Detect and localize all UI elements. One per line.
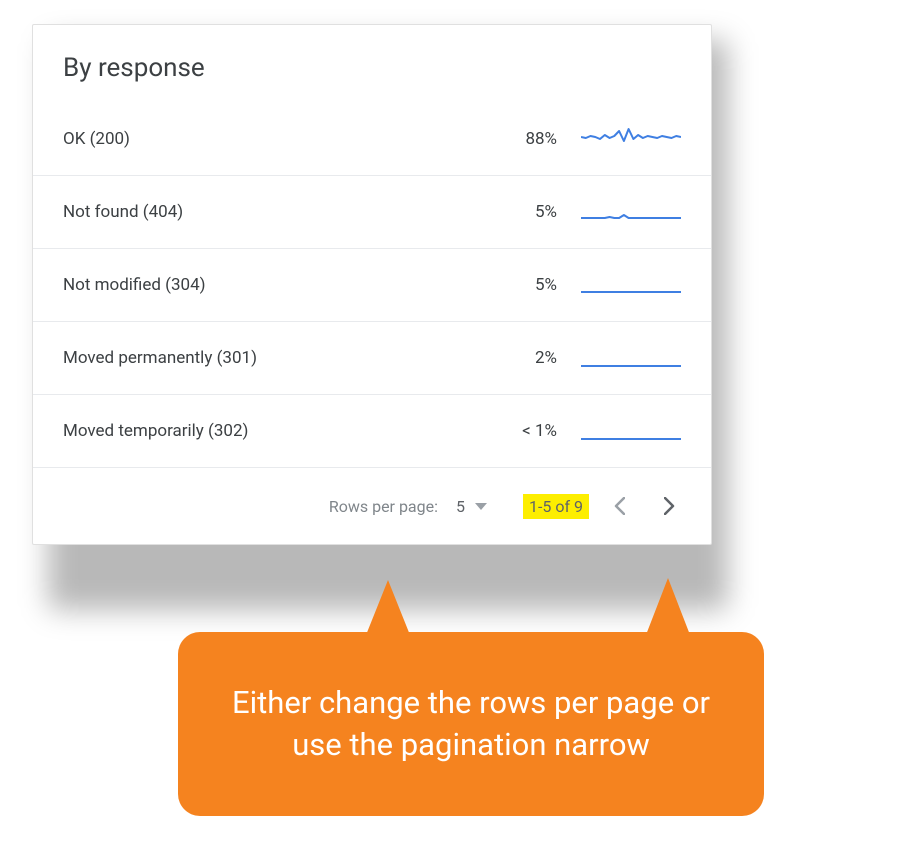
response-label: Moved temporarily (302) xyxy=(63,421,511,441)
response-percent: 5% xyxy=(511,275,581,295)
sparkline xyxy=(581,125,681,153)
sparkline xyxy=(581,198,681,226)
rows-per-page-label: Rows per page: xyxy=(329,497,438,516)
response-label: Not modified (304) xyxy=(63,275,511,295)
pager-bar: Rows per page: 5 1-5 of 9 xyxy=(33,467,711,544)
response-label: Moved permanently (301) xyxy=(63,348,511,368)
table-row[interactable]: Not found (404)5% xyxy=(33,175,711,248)
dropdown-icon xyxy=(475,503,487,510)
sparkline xyxy=(581,417,681,445)
card-title: By response xyxy=(33,25,711,103)
response-percent: < 1% xyxy=(511,421,581,441)
next-page-button[interactable] xyxy=(649,486,689,526)
callout-bubble: Either change the rows per page or use t… xyxy=(178,632,764,816)
chevron-right-icon xyxy=(664,497,675,515)
rows-per-page-value: 5 xyxy=(456,497,465,516)
response-card: By response OK (200)88%Not found (404)5%… xyxy=(32,24,712,545)
response-label: Not found (404) xyxy=(63,202,511,222)
sparkline xyxy=(581,271,681,299)
sparkline xyxy=(581,344,681,372)
table-row[interactable]: OK (200)88% xyxy=(33,103,711,175)
page-range: 1-5 of 9 xyxy=(523,494,589,519)
table-row[interactable]: Moved temporarily (302)< 1% xyxy=(33,394,711,467)
response-percent: 5% xyxy=(511,202,581,222)
table-row[interactable]: Not modified (304)5% xyxy=(33,248,711,321)
prev-page-button[interactable] xyxy=(599,486,639,526)
response-percent: 88% xyxy=(511,129,581,149)
callout-text: Either change the rows per page or use t… xyxy=(212,682,730,766)
response-label: OK (200) xyxy=(63,129,511,149)
chevron-left-icon xyxy=(614,497,625,515)
response-percent: 2% xyxy=(511,348,581,368)
rows-per-page-select[interactable]: 5 xyxy=(448,497,495,516)
table-row[interactable]: Moved permanently (301)2% xyxy=(33,321,711,394)
